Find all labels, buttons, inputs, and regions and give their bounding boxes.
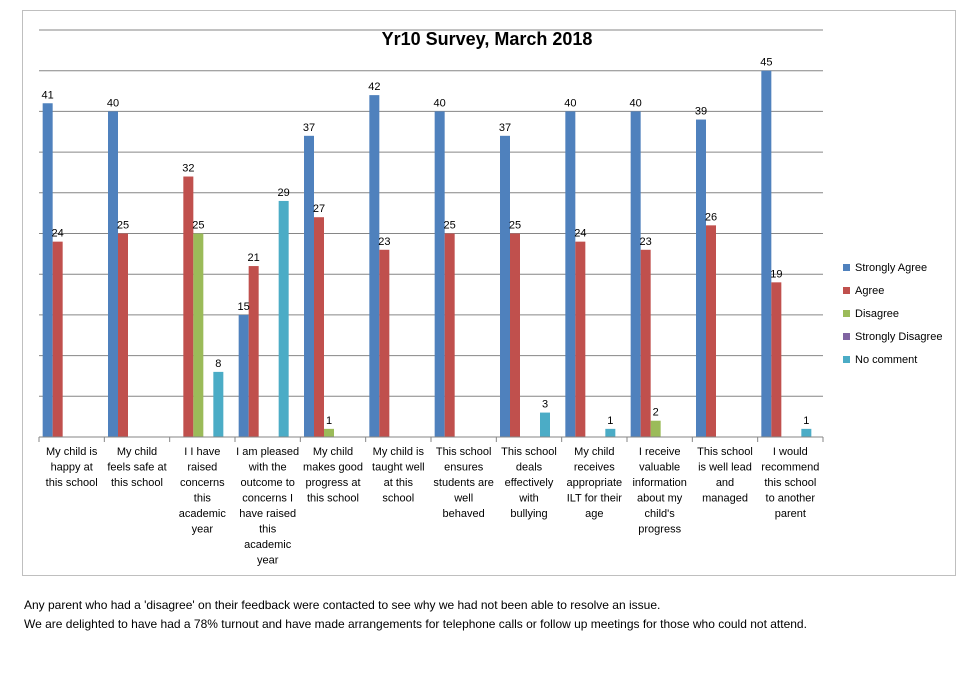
bar-strongly-agree <box>238 314 249 437</box>
bar-no-comment <box>605 428 616 437</box>
legend-label: Strongly Agree <box>855 262 927 274</box>
bar-strongly-agree <box>42 103 53 437</box>
data-label-agree: 24 <box>52 228 64 240</box>
bar-no-comment <box>278 200 289 437</box>
bar-agree <box>575 241 586 437</box>
bar-chart: Yr10 Survey, March 2018 41 40 15 37 42 40 37 40… <box>38 29 942 567</box>
bar-disagree <box>324 428 334 437</box>
legend-label: No comment <box>855 354 917 366</box>
bar-agree <box>52 241 63 437</box>
data-label-agree: 24 <box>574 228 586 240</box>
category-label: My child makes good progress at this school <box>303 446 363 505</box>
legend-swatch <box>843 310 850 317</box>
data-label-no-comment: 1 <box>803 415 809 427</box>
bar-agree <box>706 225 716 437</box>
bar-agree <box>640 249 651 437</box>
data-label-disagree: 1 <box>326 415 332 427</box>
bar-strongly-agree <box>500 135 510 437</box>
data-label-agree: 23 <box>378 236 390 248</box>
chart-title: Yr10 Survey, March 2018 <box>382 29 593 49</box>
bar-disagree <box>650 420 661 437</box>
data-label-strongly-agree: 37 <box>499 122 511 134</box>
data-label-agree: 25 <box>117 220 129 232</box>
note-turnout: We are delighted to have had a 78% turno… <box>24 617 807 631</box>
survey-notes: Any parent who had a 'disagree' on their… <box>24 596 964 634</box>
legend-swatch <box>843 333 850 340</box>
data-label-strongly-agree: 15 <box>238 301 250 313</box>
data-label-strongly-agree: 40 <box>107 97 119 109</box>
data-label-agree: 26 <box>705 211 717 223</box>
bar-agree <box>510 233 520 437</box>
legend: Strongly Agree Agree Disagree Strongly Disa… <box>843 262 942 366</box>
bar-strongly-agree <box>565 111 576 438</box>
legend-label: Agree <box>855 285 884 297</box>
category-label: I receive valuable information about my chil… <box>632 446 686 536</box>
bar-strongly-agree <box>630 111 641 438</box>
bar-strongly-agree <box>108 111 118 438</box>
data-label-strongly-agree: 39 <box>695 106 707 118</box>
data-label-agree: 23 <box>640 236 652 248</box>
data-label-no-comment: 29 <box>278 187 290 199</box>
category-label: I I have raised concerns this academic year <box>179 446 227 536</box>
data-label-no-comment: 8 <box>215 358 221 370</box>
bar-disagree <box>193 233 204 437</box>
gridlines <box>39 29 823 397</box>
data-label-no-comment: 1 <box>607 415 613 427</box>
category-label: This school ensures students are well behave… <box>433 446 494 520</box>
bar-agree <box>314 217 324 437</box>
data-label-disagree: 2 <box>653 407 659 419</box>
category-label: This school is well lead and managed <box>697 446 753 505</box>
data-label-agree: 32 <box>182 163 194 175</box>
note-disagree-followup: Any parent who had a 'disagree' on their… <box>24 598 661 612</box>
bar-agree <box>248 266 259 437</box>
legend-swatch <box>843 287 850 294</box>
chart-frame: Yr10 Survey, March 2018 41 40 15 37 42 40 37 40… <box>22 10 956 576</box>
data-label-strongly-agree: 45 <box>760 57 772 69</box>
bar-agree <box>183 176 194 437</box>
category-label: My child is happy at this school <box>46 446 98 489</box>
data-label-strongly-agree: 42 <box>368 81 380 93</box>
category-label: This school deals effectively with bullying <box>501 446 557 520</box>
legend-label: Disagree <box>855 308 899 320</box>
data-label-agree: 27 <box>313 203 325 215</box>
bar-agree <box>118 233 128 437</box>
bar-strongly-agree <box>696 119 706 437</box>
bar-no-comment <box>540 412 550 437</box>
legend-swatch <box>843 356 850 363</box>
bar-strongly-agree <box>434 111 445 438</box>
bar-agree <box>444 233 455 437</box>
category-label: My child is taught well at this school <box>372 446 425 505</box>
data-label-no-comment: 3 <box>542 399 548 411</box>
bar-strongly-agree <box>304 135 314 437</box>
bars <box>42 70 812 438</box>
bar-strongly-agree <box>761 70 772 437</box>
data-label-strongly-agree: 40 <box>434 97 446 109</box>
data-label-strongly-agree: 41 <box>42 89 54 101</box>
bar-agree <box>771 282 782 437</box>
bar-agree <box>379 249 390 437</box>
bar-strongly-agree <box>369 95 380 438</box>
category-label: My child feels safe at this school <box>107 446 166 489</box>
category-label: My child receives appropriate ILT for their… <box>567 446 623 520</box>
data-label-agree: 21 <box>248 252 260 264</box>
bar-no-comment <box>801 428 812 437</box>
data-label-agree: 25 <box>509 220 521 232</box>
legend-label: Strongly Disagree <box>855 331 942 343</box>
category-label: I would recommend this school to another par… <box>761 446 819 520</box>
data-label-agree: 25 <box>444 220 456 232</box>
data-label-disagree: 25 <box>192 220 204 232</box>
data-label-strongly-agree: 40 <box>630 97 642 109</box>
data-label-strongly-agree: 40 <box>564 97 576 109</box>
category-label: I am pleased with the outcome to concerns I… <box>236 446 299 567</box>
bar-no-comment <box>213 371 224 437</box>
data-label-strongly-agree: 37 <box>303 122 315 134</box>
data-label-agree: 19 <box>770 268 782 280</box>
legend-swatch <box>843 264 850 271</box>
